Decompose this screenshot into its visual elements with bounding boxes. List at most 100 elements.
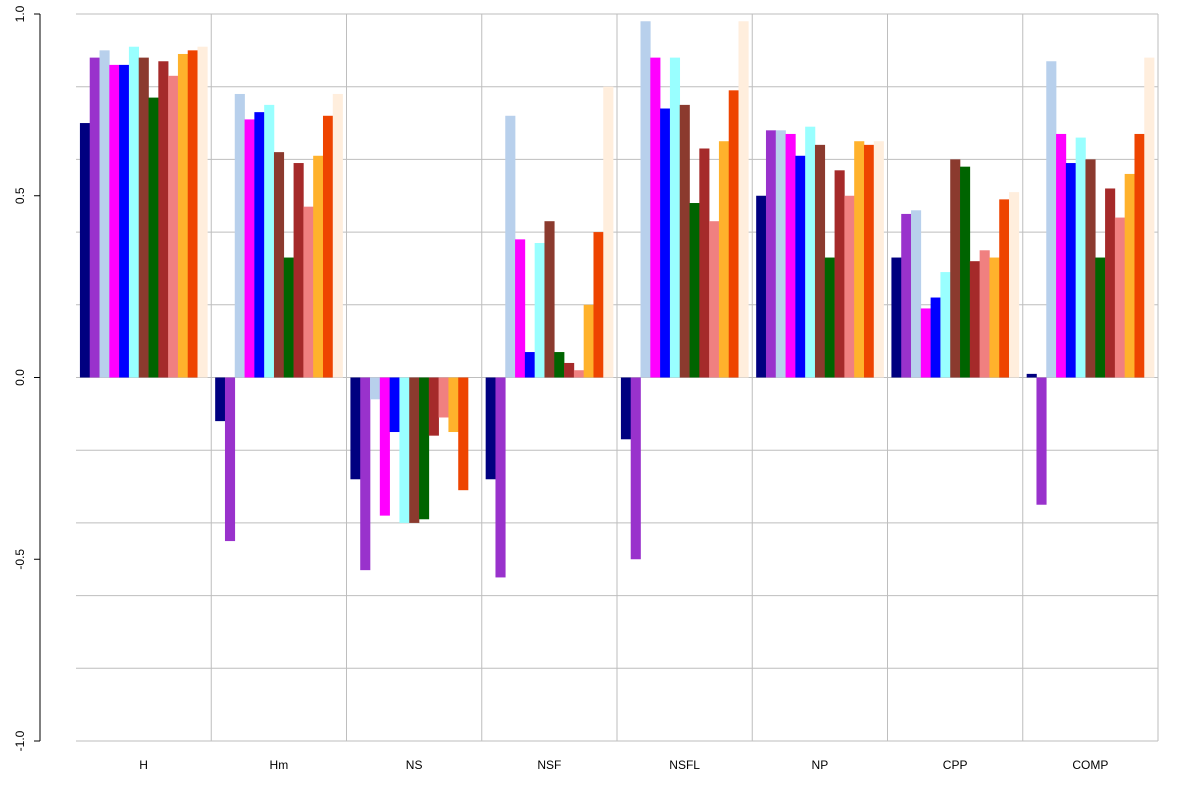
bar — [891, 257, 902, 378]
bar — [940, 272, 951, 378]
y-tick-label: 0.5 — [13, 187, 27, 204]
bar — [168, 75, 179, 378]
bar — [79, 123, 91, 378]
x-tick-label: CPP — [943, 758, 968, 772]
bar — [679, 104, 690, 378]
bar — [854, 141, 865, 378]
bar — [640, 21, 651, 378]
bar — [485, 377, 496, 480]
bar — [960, 166, 971, 378]
x-tick-label: NP — [812, 758, 829, 772]
bar — [379, 377, 390, 516]
bar — [603, 86, 614, 378]
bar — [187, 50, 198, 378]
bar — [419, 377, 430, 520]
bar — [620, 377, 632, 440]
bar — [370, 377, 381, 400]
bar — [814, 144, 826, 378]
bar — [1046, 61, 1057, 378]
bar — [689, 203, 700, 378]
bar — [409, 377, 420, 523]
bar — [438, 377, 449, 418]
bar — [350, 377, 361, 480]
bar — [765, 130, 777, 378]
bar — [1114, 217, 1125, 378]
bar — [128, 46, 140, 378]
bar — [515, 239, 526, 378]
bar — [293, 163, 304, 378]
bar — [795, 155, 806, 378]
bar — [999, 199, 1010, 378]
bar — [593, 232, 604, 378]
bar — [215, 377, 226, 422]
bar — [1144, 57, 1155, 378]
x-tick-label: Hm — [270, 758, 289, 772]
bar — [699, 148, 710, 378]
bar — [428, 377, 439, 436]
bar — [177, 53, 189, 378]
bar — [197, 46, 208, 378]
bar — [989, 257, 1000, 378]
bar — [969, 261, 980, 378]
bars — [79, 21, 1155, 578]
bar — [283, 257, 294, 378]
bar — [1009, 192, 1020, 378]
bar — [138, 57, 149, 378]
bar — [1056, 133, 1067, 378]
x-axis-labels: H Hm NS NSF NSFL NP CPP COMP — [139, 758, 1108, 772]
bar — [1036, 377, 1047, 505]
bar — [109, 64, 120, 378]
bar — [234, 93, 245, 378]
bar — [583, 304, 594, 378]
bar — [505, 115, 516, 378]
bar — [544, 221, 555, 378]
bar — [89, 57, 100, 378]
bar — [264, 104, 275, 378]
bar — [573, 370, 584, 378]
bar — [119, 64, 130, 378]
bar — [1095, 257, 1106, 378]
bar — [930, 297, 941, 378]
bar — [303, 206, 314, 378]
bar — [709, 221, 720, 378]
bar — [399, 377, 410, 523]
bar — [844, 195, 855, 378]
x-tick-label: NSF — [537, 758, 561, 772]
bar — [650, 57, 661, 378]
bar — [554, 352, 565, 378]
bar — [1075, 137, 1086, 378]
bar — [630, 377, 641, 560]
bar — [738, 21, 749, 378]
bar — [805, 126, 816, 378]
bar — [728, 90, 739, 378]
bar — [332, 93, 343, 378]
bar — [1105, 188, 1116, 378]
bar — [863, 144, 875, 378]
bar — [254, 112, 265, 378]
bar — [458, 377, 469, 491]
bar — [920, 308, 931, 378]
bar — [389, 377, 400, 433]
bar — [495, 377, 506, 578]
bar — [244, 119, 255, 378]
bar — [979, 250, 990, 378]
bar — [534, 243, 545, 378]
bar — [785, 133, 796, 378]
bar — [273, 152, 285, 378]
bar — [564, 362, 575, 378]
bar — [448, 377, 459, 433]
x-tick-label: H — [139, 758, 148, 772]
bar — [322, 115, 334, 378]
bar — [756, 195, 767, 378]
bar — [660, 108, 671, 378]
y-axis: -1.0 -0.5 0.0 0.5 1.0 — [13, 5, 41, 751]
bar — [524, 352, 535, 378]
bar — [224, 377, 236, 542]
bar — [834, 170, 845, 378]
bar — [1026, 373, 1037, 378]
y-tick-label: 0.0 — [13, 369, 27, 386]
bar — [775, 130, 786, 378]
y-tick-label: -1.0 — [13, 730, 27, 751]
bar — [1085, 159, 1096, 378]
